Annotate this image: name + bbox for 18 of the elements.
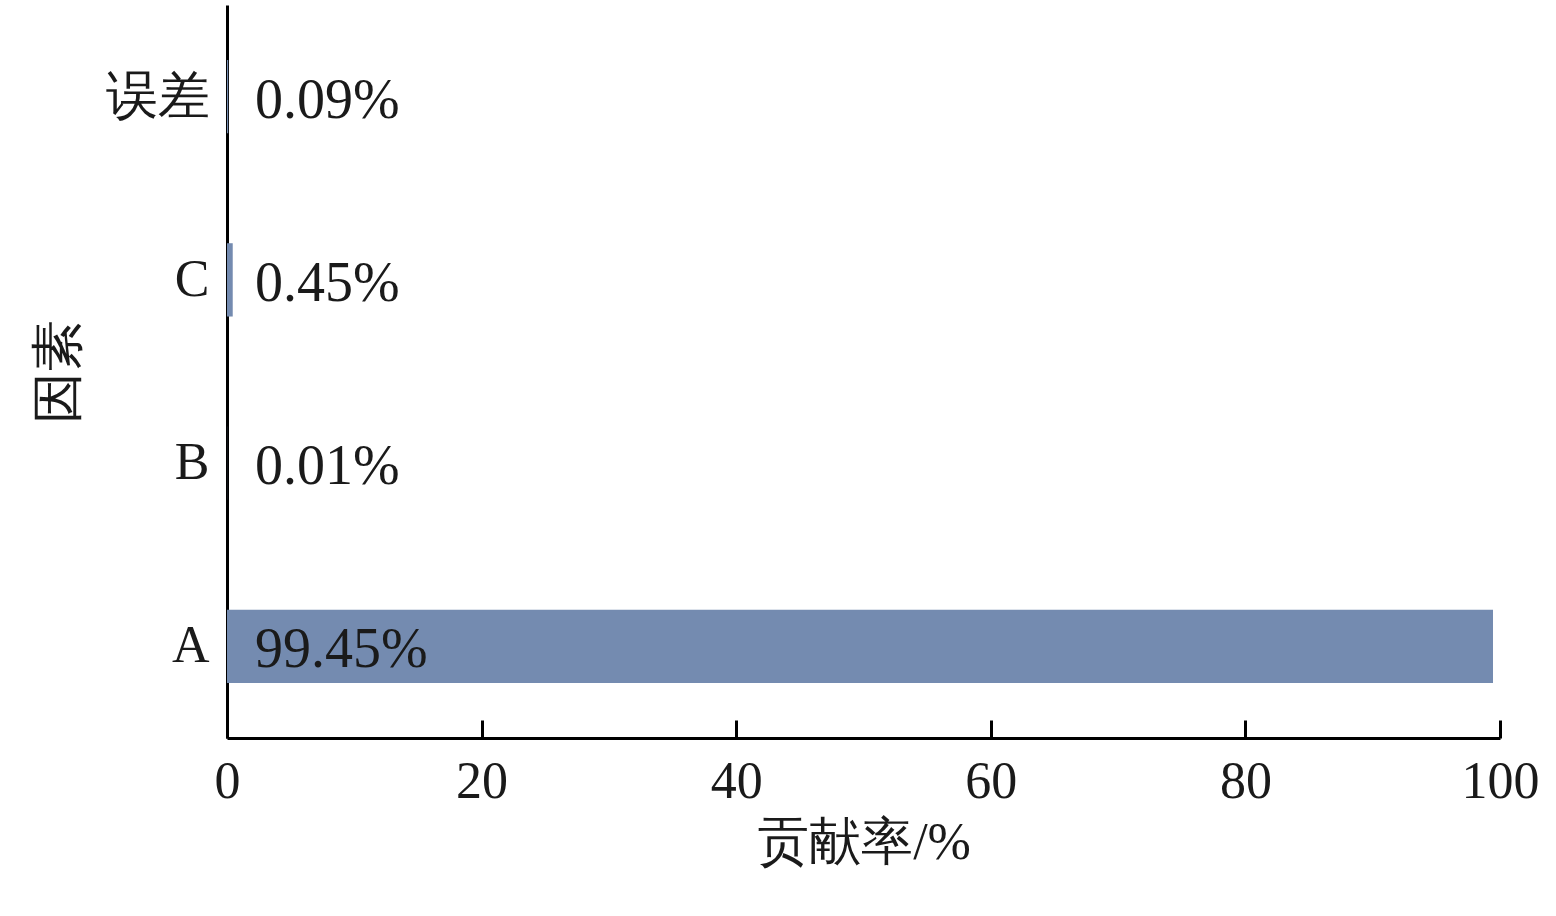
x-tick-label: 40: [710, 751, 763, 809]
x-tick-label: 80: [1219, 751, 1272, 809]
x-tick-label: 0: [214, 751, 241, 809]
x-tick-label: 20: [456, 751, 509, 809]
data-label: 0.01%: [255, 434, 400, 497]
x-tick-label: 60: [965, 751, 1018, 809]
data-label: 99.45%: [255, 617, 428, 680]
y-tick-label: B: [174, 433, 210, 491]
x-axis-title: 贡献率/%: [757, 812, 971, 870]
data-label: 0.09%: [255, 67, 400, 130]
bar: [227, 609, 1493, 684]
data-label: 0.45%: [255, 250, 400, 313]
y-tick-label: A: [171, 616, 210, 674]
y-tick-label: C: [174, 249, 210, 307]
y-axis-title: 因素: [28, 320, 86, 424]
y-tick-label: 误差: [105, 66, 210, 124]
x-tick-label: 100: [1461, 751, 1540, 809]
bar: [227, 243, 233, 317]
